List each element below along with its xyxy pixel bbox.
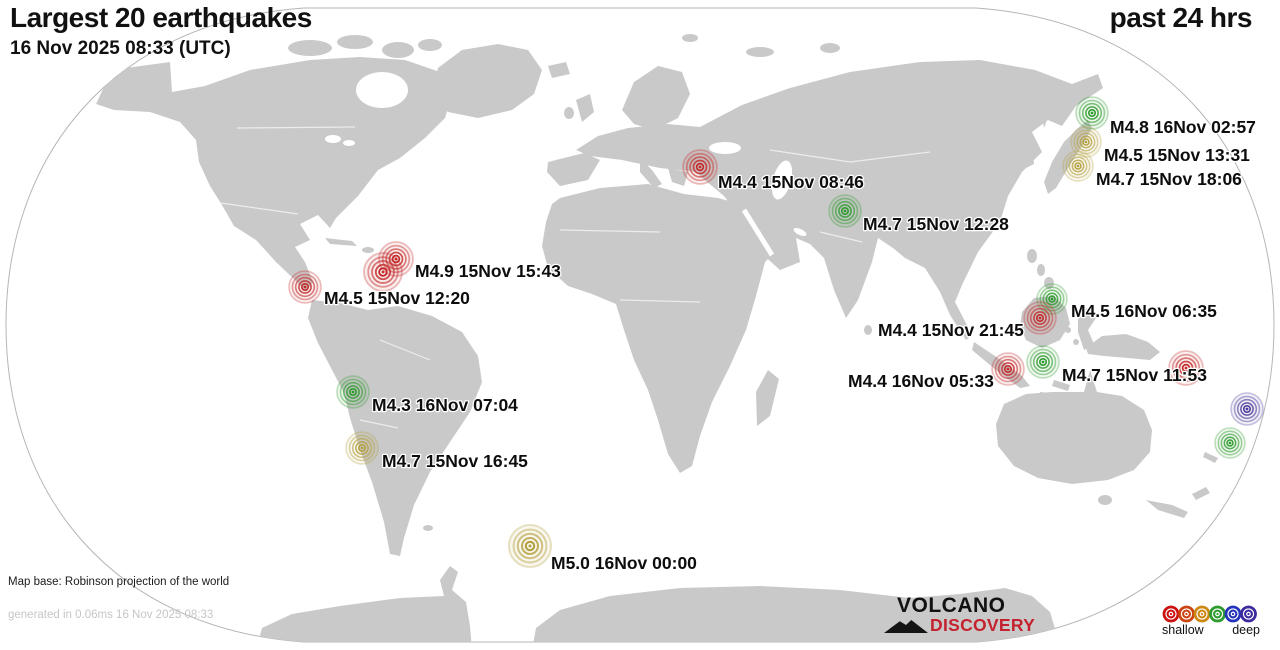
depth-legend-icons	[1162, 605, 1257, 623]
logo-text-discovery: DISCOVERY	[930, 615, 1036, 635]
quake-label: M4.7 15Nov 12:28	[863, 214, 1009, 234]
quake-marker[interactable]	[1026, 345, 1060, 379]
time-period-label: past 24 hrs	[1109, 2, 1253, 33]
quake-label: M4.9 15Nov 15:43	[415, 261, 561, 281]
volcano-icon	[884, 620, 928, 633]
quake-label: M4.5 15Nov 13:31	[1104, 145, 1250, 165]
quake-marker[interactable]	[682, 149, 718, 185]
quake-labels-layer: M4.8 16Nov 02:57 M4.5 15Nov 13:31 M4.7 15N…	[323, 116, 1257, 575]
quake-label: M4.3 16Nov 07:04	[372, 395, 518, 415]
continent-landmass	[96, 34, 1218, 642]
quake-marker[interactable]	[288, 270, 322, 304]
quake-label: M4.7 15Nov 16:45	[382, 451, 528, 471]
quake-marker[interactable]	[507, 523, 553, 569]
quake-marker[interactable]	[828, 194, 862, 228]
quake-marker[interactable]	[336, 375, 370, 409]
quake-label: M4.5 15Nov 12:20	[324, 288, 470, 308]
quake-marker[interactable]	[1070, 126, 1102, 158]
legend-deep-label: deep	[1232, 623, 1260, 637]
volcanodiscovery-logo[interactable]: VOLCANO DISCOVERY	[884, 595, 1044, 635]
quake-label: M4.4 15Nov 08:46	[718, 172, 864, 192]
quake-marker[interactable]	[1075, 96, 1109, 130]
country-borders	[220, 126, 931, 429]
quake-label: M5.0 16Nov 00:00	[551, 553, 697, 573]
quake-label: M4.4 16Nov 05:33	[848, 371, 994, 391]
legend-shallow-label: shallow	[1162, 623, 1204, 637]
map-timestamp: 16 Nov 2025 08:33 (UTC)	[10, 38, 231, 59]
quake-label: M4.4 15Nov 21:45	[878, 320, 1024, 340]
page-title: Largest 20 earthquakes	[10, 2, 312, 33]
quake-label: M4.5 16Nov 06:35	[1071, 301, 1217, 321]
quake-label: M4.8 16Nov 02:57	[1110, 117, 1256, 137]
map-base-note: Map base: Robinson projection of the wor…	[8, 576, 230, 588]
quake-marker[interactable]	[363, 252, 403, 292]
depth-legend: shallow deep	[1162, 604, 1262, 637]
inland-water	[325, 72, 807, 257]
quake-marker[interactable]	[1230, 392, 1264, 426]
quake-marker[interactable]	[1062, 150, 1094, 182]
quake-marker[interactable]	[991, 352, 1025, 386]
generated-note: generated in 0.06ms 16 Nov 2025 08:33	[8, 609, 214, 621]
quake-marker[interactable]	[1214, 427, 1246, 459]
quake-marker[interactable]	[1023, 301, 1057, 335]
logo-text-volcano: VOLCANO	[897, 594, 1006, 617]
quake-marker[interactable]	[345, 431, 379, 465]
quake-markers-layer	[288, 96, 1264, 569]
quake-marker[interactable]	[1036, 283, 1068, 315]
quake-marker[interactable]	[1168, 350, 1204, 386]
quake-label: M4.7 15Nov 11:53	[1062, 365, 1207, 385]
quake-label: M4.7 15Nov 18:06	[1096, 169, 1242, 189]
